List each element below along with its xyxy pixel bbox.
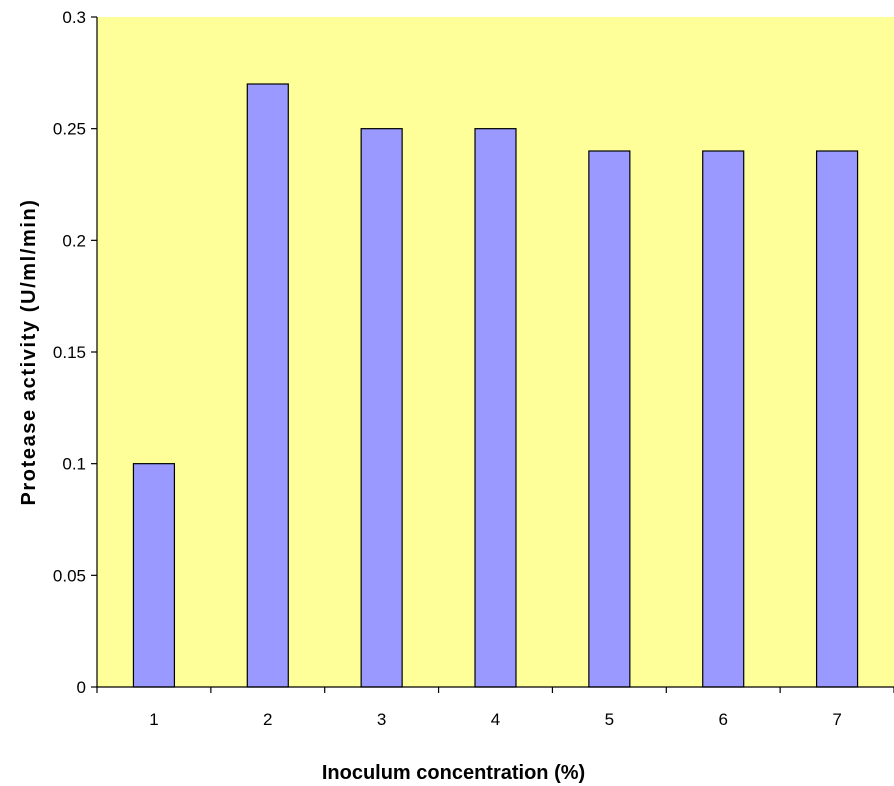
x-tick-label: 1 — [149, 710, 158, 729]
y-axis-title: Protease activity (U/ml/min) — [18, 198, 40, 505]
y-tick-label: 0.25 — [53, 120, 86, 139]
x-tick-label: 7 — [832, 710, 841, 729]
x-axis-title: Inoculum concentration (%) — [322, 762, 585, 784]
y-tick-label: 0.2 — [62, 231, 86, 250]
bar-7 — [815, 150, 859, 688]
bar-4 — [474, 128, 517, 688]
y-tick-label: 0.1 — [62, 455, 86, 474]
x-ticks-group: 1 2 3 4 5 6 7 — [96, 687, 894, 729]
bars-group — [132, 83, 859, 688]
x-tick-label: 5 — [605, 710, 614, 729]
x-tick-label: 6 — [718, 710, 727, 729]
y-tick-label: 0.15 — [53, 343, 86, 362]
y-tick-label: 0.05 — [53, 566, 86, 585]
bar-6 — [702, 150, 745, 688]
bar-2 — [246, 83, 289, 688]
x-tick-label: 2 — [263, 710, 272, 729]
y-tick-label: 0.3 — [62, 8, 86, 27]
x-tick-label: 4 — [491, 710, 500, 729]
y-ticks-group: 0 0.05 0.1 0.15 0.2 0.25 0.3 — [53, 8, 97, 697]
y-tick-label: 0 — [77, 678, 86, 697]
bar-5 — [588, 150, 631, 688]
bar-3 — [360, 128, 403, 688]
bar-1 — [132, 463, 176, 688]
x-tick-label: 3 — [377, 710, 386, 729]
